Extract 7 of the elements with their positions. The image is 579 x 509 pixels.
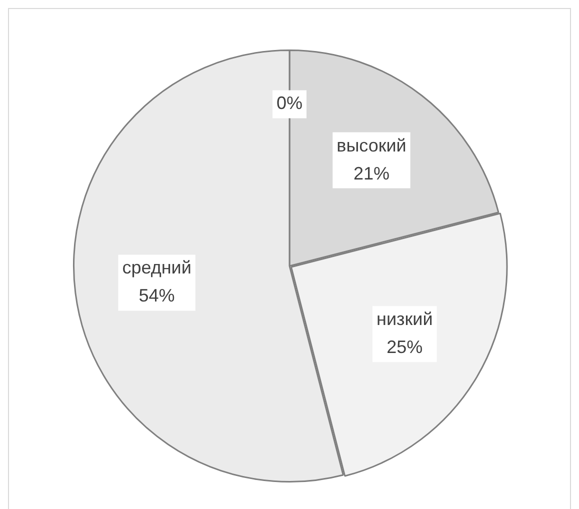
slice-label: средний bbox=[122, 258, 192, 278]
slice-label: низкий bbox=[376, 309, 433, 330]
data-label: 54% bbox=[138, 286, 175, 306]
data-label: 21% bbox=[353, 163, 390, 184]
text: 0% bbox=[276, 93, 303, 114]
slice-label: высокий bbox=[336, 135, 406, 156]
data-label: 25% bbox=[386, 337, 423, 358]
